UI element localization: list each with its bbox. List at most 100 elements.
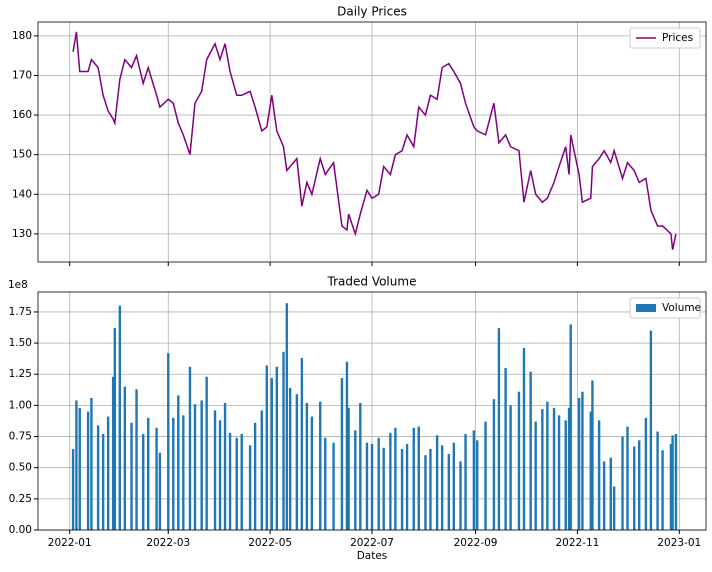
bar — [177, 395, 180, 530]
chart-title: Traded Volume — [327, 275, 417, 289]
y-tick-label: 1.50 — [9, 337, 32, 349]
bar — [305, 402, 309, 530]
bar — [324, 437, 327, 530]
bar — [370, 444, 374, 530]
bar — [200, 400, 203, 530]
bar — [644, 417, 648, 530]
bar — [96, 425, 100, 530]
bar — [218, 420, 222, 530]
x-tick-label: 2023-01 — [657, 537, 701, 549]
chart-title: Daily Prices — [337, 5, 407, 19]
x-tick-label: 2022-09 — [454, 537, 498, 549]
bar — [567, 407, 571, 530]
bar — [674, 434, 678, 530]
bar — [597, 420, 601, 530]
bar — [557, 415, 561, 530]
legend-swatch — [636, 304, 656, 312]
bar — [275, 366, 279, 530]
bar — [459, 461, 462, 530]
bar — [155, 427, 158, 530]
bar — [621, 436, 624, 530]
bar — [253, 422, 257, 530]
bar — [142, 434, 145, 530]
x-tick-label: 2022-11 — [555, 537, 599, 549]
bar — [661, 450, 664, 530]
y-tick-label: 0.25 — [9, 493, 32, 505]
bar — [319, 401, 322, 530]
bar — [101, 434, 105, 530]
bar — [417, 426, 420, 530]
bar — [534, 421, 537, 530]
bar — [405, 444, 409, 530]
y-tick-label: 1.00 — [9, 399, 32, 411]
bar — [78, 407, 81, 530]
bar — [300, 358, 304, 530]
bar — [492, 399, 496, 530]
bar — [340, 377, 344, 530]
bar — [135, 389, 138, 530]
bar — [123, 386, 127, 530]
bar — [484, 421, 487, 530]
bar — [365, 442, 369, 530]
bar — [193, 404, 197, 530]
bar — [522, 348, 526, 530]
bar — [113, 328, 117, 530]
bar — [394, 427, 397, 530]
bar — [377, 437, 380, 530]
bar — [90, 397, 93, 530]
bar — [106, 416, 110, 530]
bar — [389, 432, 392, 530]
bar — [541, 409, 544, 530]
legend-box — [629, 27, 701, 49]
bar — [270, 377, 273, 530]
bar — [147, 417, 150, 530]
bar — [569, 324, 572, 530]
x-tick-label: 2022-03 — [146, 537, 190, 549]
bar — [345, 361, 349, 530]
y-tick-label: 170 — [12, 69, 32, 81]
bar — [464, 434, 467, 530]
bar — [282, 351, 285, 530]
y-tick-label: 0.75 — [9, 431, 32, 443]
bar — [612, 486, 616, 530]
price-line — [72, 31, 677, 250]
bar — [86, 411, 90, 530]
bar — [412, 427, 415, 530]
bar — [472, 430, 476, 530]
bar — [589, 411, 592, 530]
bar — [517, 391, 521, 530]
y-tick-label: 130 — [12, 228, 32, 240]
bar — [347, 407, 350, 530]
y-tick-label: 1.25 — [9, 368, 32, 380]
bar — [228, 432, 232, 530]
bar — [182, 415, 185, 530]
bar — [632, 446, 636, 530]
bar — [591, 380, 594, 530]
bar — [400, 449, 404, 530]
bar — [332, 442, 335, 530]
legend-label: Volume — [662, 302, 701, 314]
x-axis-label: Dates — [357, 550, 388, 562]
bar — [111, 376, 115, 530]
bar — [310, 416, 314, 530]
y-tick-label: 150 — [12, 149, 32, 161]
bar — [671, 435, 674, 530]
x-tick-label: 2022-07 — [350, 537, 394, 549]
bar — [656, 431, 659, 530]
y-tick-label: 0.00 — [9, 524, 32, 536]
bar — [529, 371, 532, 530]
bar — [435, 435, 439, 530]
bar — [476, 440, 479, 530]
bar — [260, 410, 263, 530]
bar — [509, 405, 512, 530]
bar — [577, 397, 581, 530]
bar — [552, 407, 556, 530]
bar — [248, 445, 252, 530]
bar — [223, 402, 227, 530]
bar — [669, 444, 673, 530]
bar — [382, 447, 385, 530]
bar — [504, 368, 507, 530]
plot-frame — [37, 291, 707, 531]
bar — [626, 426, 629, 530]
bar — [285, 303, 289, 530]
